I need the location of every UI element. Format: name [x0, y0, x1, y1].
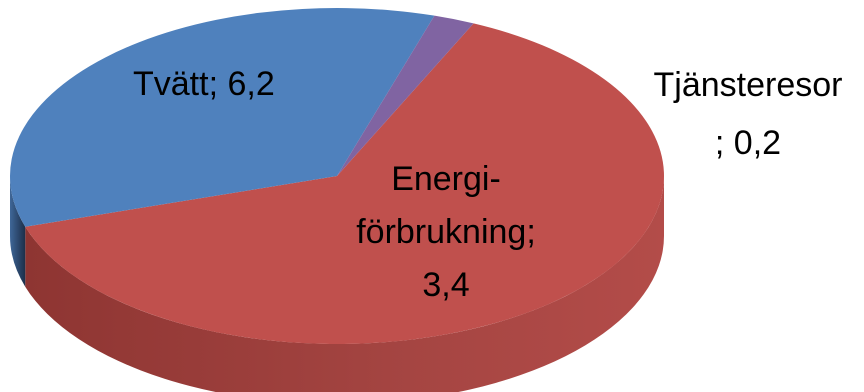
slice-tvatt — [25, 23, 665, 344]
pie-sides — [10, 176, 664, 392]
slice-tjansteresor — [337, 15, 474, 176]
slice-energiforbrukning — [9, 7, 435, 227]
data-label-tjansteresor: Tjänsteresor ; 0,2 — [638, 56, 858, 172]
pie-slices — [9, 7, 665, 344]
data-label-energi-line3: 3,4 — [422, 266, 470, 304]
data-label-energi-line2: förbrukning; — [356, 213, 536, 251]
data-label-tvatt: Tvätt; 6,2 — [133, 65, 275, 103]
data-label-energiforbrukning: Energi- förbrukning; 3,4 — [336, 153, 556, 312]
data-label-tjanst-line2: ; 0,2 — [714, 124, 782, 162]
data-label-energi-line1: Energi- — [391, 160, 501, 198]
slice-tvatt-side — [25, 176, 664, 392]
slice-energiforbrukning-side — [10, 176, 26, 287]
data-label-tjanst-line1: Tjänsteresor — [653, 66, 843, 104]
